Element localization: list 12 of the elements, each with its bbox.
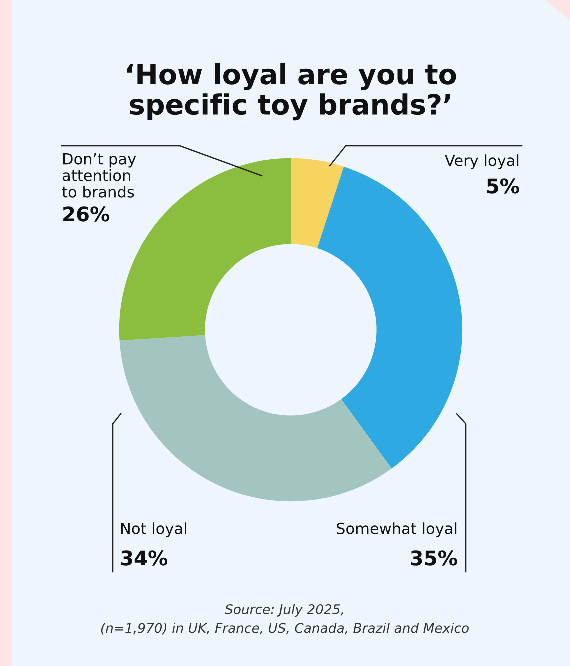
- slice-label: Very loyal: [445, 154, 519, 170]
- donut-slice: [120, 335, 392, 502]
- slice-label: Not loyal: [122, 522, 186, 538]
- chart-title: ‘How loyal are you to specific toy brands?’: [127, 63, 456, 121]
- slice-label: Don’t pay attention to brands: [62, 153, 136, 198]
- data-label: 35%: [411, 550, 458, 566]
- data-label: 5%: [487, 178, 520, 194]
- slice-label: Somewhat loyal: [337, 522, 457, 538]
- donut-slice: [291, 158, 344, 248]
- data-label: 26%: [64, 206, 110, 222]
- data-label: 34%: [121, 550, 168, 566]
- source-note: Source: July 2025, (n=1,970) in UK, France, US, Canada, Brazil and Mexico: [101, 604, 469, 635]
